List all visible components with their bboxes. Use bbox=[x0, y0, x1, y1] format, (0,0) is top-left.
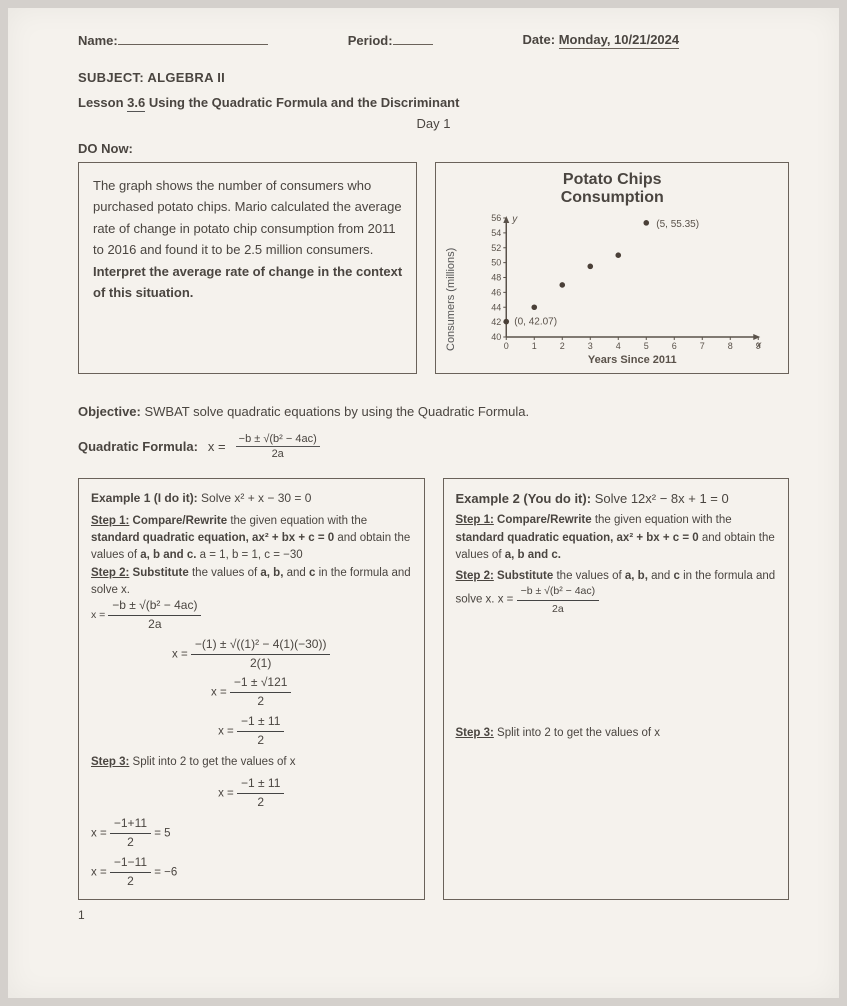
svg-text:8: 8 bbox=[728, 341, 733, 351]
ex1-f0: x = −b ± √(b² − 4ac)2a bbox=[91, 599, 412, 632]
svg-text:54: 54 bbox=[492, 228, 502, 238]
ex2-step3: Step 3: Split into 2 to get the values o… bbox=[456, 725, 777, 742]
page-number: 1 bbox=[78, 908, 789, 922]
svg-text:4: 4 bbox=[616, 341, 621, 351]
ex1-step3: Step 3: Split into 2 to get the values o… bbox=[91, 754, 412, 771]
ex1-f2: x = −1 ± √1212 bbox=[91, 676, 412, 709]
example-1-title: Example 1 (I do it): Solve x² + x − 30 =… bbox=[91, 489, 412, 507]
svg-text:56: 56 bbox=[492, 213, 502, 223]
svg-text:50: 50 bbox=[492, 257, 502, 267]
svg-text:6: 6 bbox=[672, 341, 677, 351]
ex2-f0: solve x. x = −b ± √(b² − 4ac)2a bbox=[456, 585, 777, 614]
svg-text:y: y bbox=[512, 214, 519, 225]
ex1-step2: Step 2: Substitute the values of a, b, a… bbox=[91, 565, 412, 600]
worksheet-page: Name: Period: Date: Monday, 10/21/2024 S… bbox=[8, 8, 839, 998]
svg-text:(0, 42.07): (0, 42.07) bbox=[515, 316, 558, 327]
svg-text:(5, 55.35): (5, 55.35) bbox=[657, 219, 700, 230]
chart-wrap: Consumers (millions) yx40424446485052545… bbox=[442, 212, 782, 367]
svg-text:40: 40 bbox=[492, 332, 502, 342]
ex2-step2: Step 2: Substitute the values of a, b, a… bbox=[456, 568, 777, 585]
subject-line: SUBJECT: ALGEBRA II bbox=[78, 70, 789, 85]
header-row: Name: Period: Date: Monday, 10/21/2024 bbox=[78, 32, 789, 48]
objective-line: Objective: SWBAT solve quadratic equatio… bbox=[78, 404, 789, 419]
svg-text:42: 42 bbox=[492, 317, 502, 327]
ex2-step1: Step 1: Compare/Rewrite the given equati… bbox=[456, 512, 777, 564]
donow-label: DO Now: bbox=[78, 141, 789, 156]
svg-text:48: 48 bbox=[492, 272, 502, 282]
svg-text:7: 7 bbox=[700, 341, 705, 351]
example-2-title: Example 2 (You do it): Solve 12x² − 8x +… bbox=[456, 489, 777, 509]
svg-text:2: 2 bbox=[560, 341, 565, 351]
donow-prompt-box: The graph shows the number of consumers … bbox=[78, 162, 417, 374]
example-1-box: Example 1 (I do it): Solve x² + x − 30 =… bbox=[78, 478, 425, 900]
example-2-box: Example 2 (You do it): Solve 12x² − 8x +… bbox=[443, 478, 790, 900]
name-label: Name: bbox=[78, 32, 268, 48]
day-label: Day 1 bbox=[78, 116, 789, 131]
chart-title: Potato ChipsConsumption bbox=[442, 171, 782, 208]
svg-text:52: 52 bbox=[492, 243, 502, 253]
date-label: Date: Monday, 10/21/2024 bbox=[523, 32, 680, 48]
donow-text: The graph shows the number of consumers … bbox=[93, 178, 402, 257]
ex1-f1: x = −(1) ± √((1)² − 4(1)(−30))2(1) bbox=[91, 638, 412, 671]
svg-text:0: 0 bbox=[504, 341, 509, 351]
svg-text:9: 9 bbox=[756, 341, 761, 351]
svg-text:44: 44 bbox=[492, 302, 502, 312]
ex1-sol2: x = −1−112 = −6 bbox=[91, 856, 412, 889]
lesson-line: Lesson 3.6 Using the Quadratic Formula a… bbox=[78, 95, 789, 110]
examples-row: Example 1 (I do it): Solve x² + x − 30 =… bbox=[78, 478, 789, 900]
chart-box: Potato ChipsConsumption Consumers (milli… bbox=[435, 162, 789, 374]
svg-text:46: 46 bbox=[492, 287, 502, 297]
svg-text:5: 5 bbox=[644, 341, 649, 351]
scatter-chart: yx4042444648505254560123456789(0, 42.07)… bbox=[457, 212, 782, 367]
ex1-sol1: x = −1+112 = 5 bbox=[91, 817, 412, 850]
chart-ylabel: Consumers (millions) bbox=[442, 212, 457, 367]
svg-text:1: 1 bbox=[532, 341, 537, 351]
donow-bold: Interpret the average rate of change in … bbox=[93, 264, 402, 300]
period-label: Period: bbox=[348, 32, 433, 48]
ex1-f4: x = −1 ± 112 bbox=[91, 777, 412, 810]
quadratic-formula: Quadratic Formula: x = −b ± √(b² − 4ac)2… bbox=[78, 433, 789, 460]
svg-text:3: 3 bbox=[588, 341, 593, 351]
ex1-f3: x = −1 ± 112 bbox=[91, 715, 412, 748]
ex1-step1: Step 1: Compare/Rewrite the given equati… bbox=[91, 513, 412, 565]
svg-text:Years Since 2011: Years Since 2011 bbox=[588, 354, 677, 366]
donow-row: The graph shows the number of consumers … bbox=[78, 162, 789, 374]
